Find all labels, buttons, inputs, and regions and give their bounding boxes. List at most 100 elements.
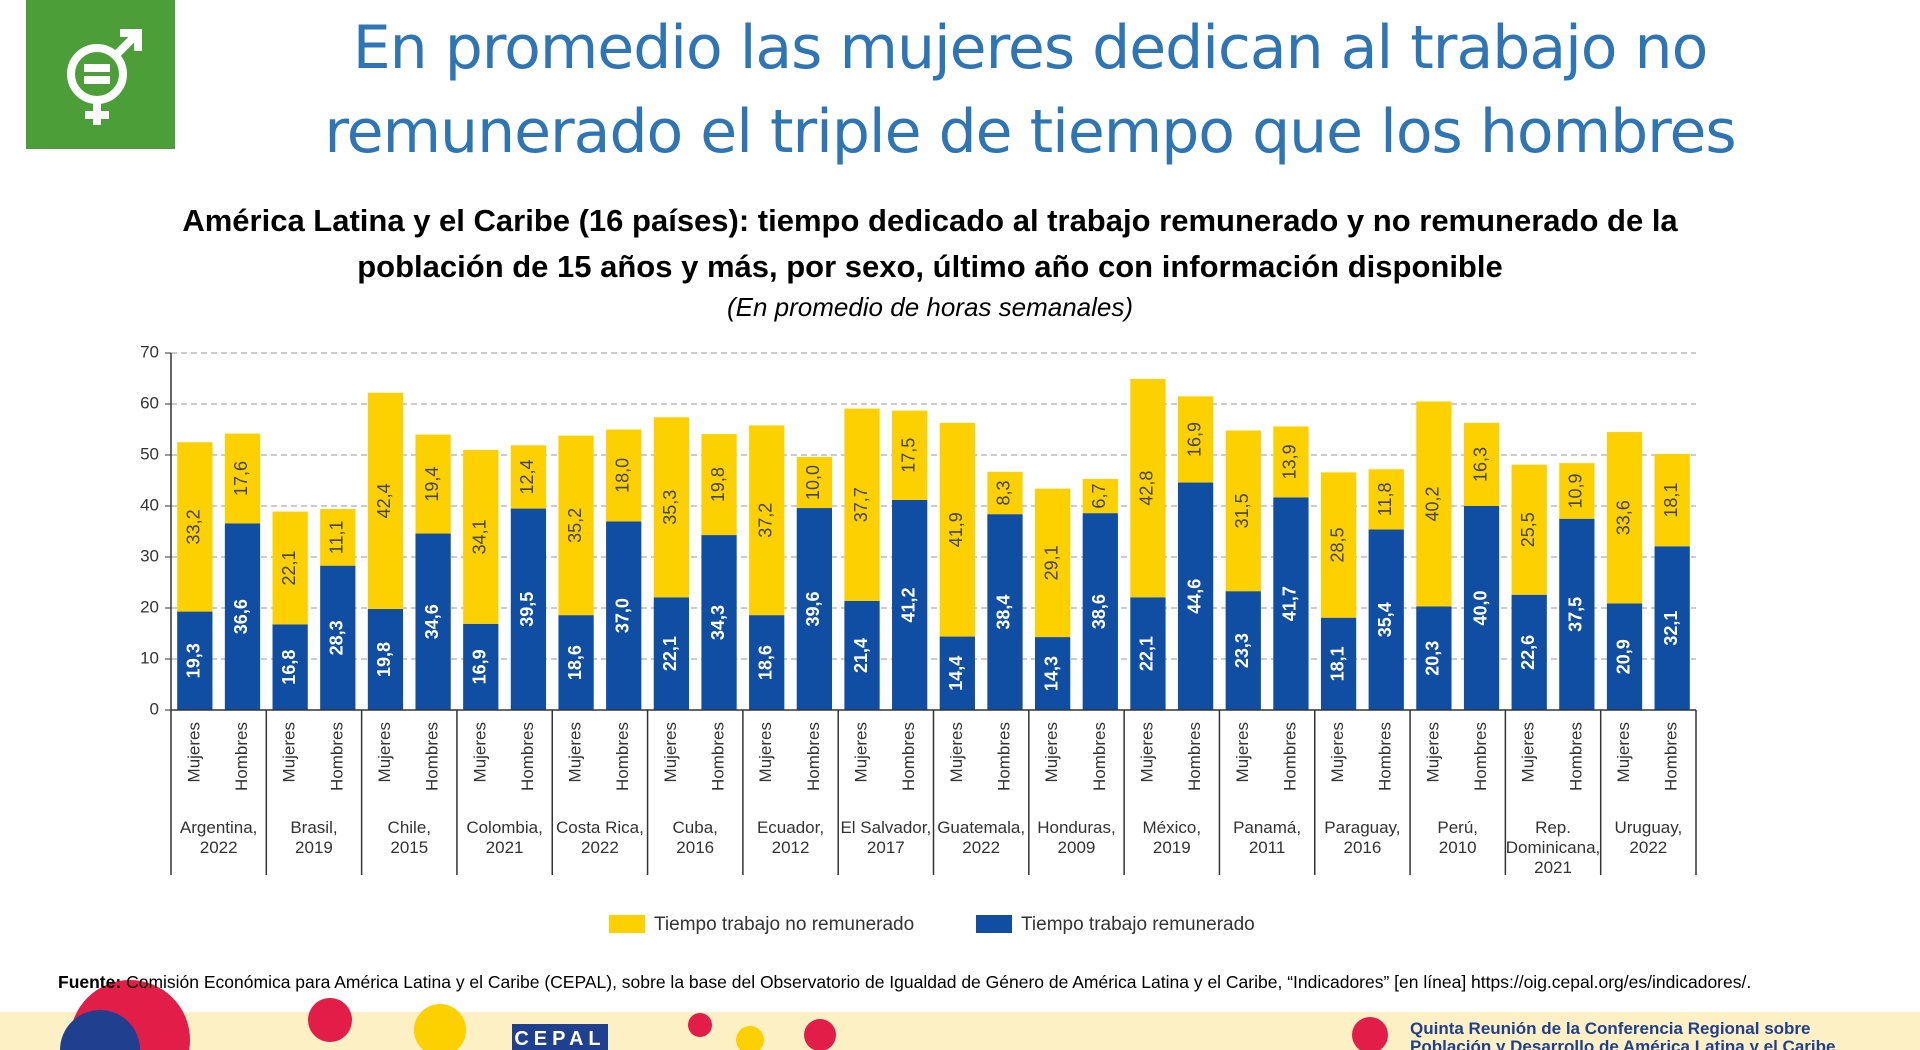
value-label: 16,8 xyxy=(279,650,299,685)
value-label: 20,3 xyxy=(1423,641,1443,676)
value-label: 33,2 xyxy=(184,509,204,544)
bar-segment xyxy=(1273,426,1309,498)
decor xyxy=(688,1013,712,1037)
group-label: Ecuador, 2012 xyxy=(756,818,825,857)
bar-segment xyxy=(320,509,356,566)
bar-segment xyxy=(1320,472,1357,618)
bar-segment xyxy=(1654,546,1690,710)
x-tick-label: Hombres xyxy=(1662,722,1681,791)
bar-segment xyxy=(415,434,451,534)
legend-swatch xyxy=(976,915,1012,933)
bar-segment xyxy=(1368,529,1404,710)
x-tick-label: Hombres xyxy=(1280,722,1299,791)
bar-segment xyxy=(367,392,404,610)
source-text: Comisión Económica para América Latina y… xyxy=(126,972,1752,992)
source-label: Fuente: xyxy=(58,972,122,992)
x-tick-label: Mujeres xyxy=(852,722,871,782)
chart-subtitle: (En promedio de horas semanales) xyxy=(726,292,1134,322)
value-label: 31,5 xyxy=(1232,493,1252,528)
value-label: 16,9 xyxy=(470,649,490,684)
bar-segment xyxy=(1082,478,1118,514)
bar-segment xyxy=(1035,488,1071,638)
y-tick-label: 50 xyxy=(140,444,159,463)
event-logo xyxy=(1352,1017,1388,1050)
bar-segment xyxy=(558,435,594,616)
bar-segment xyxy=(1511,464,1547,595)
value-label: 34,3 xyxy=(708,605,728,640)
y-tick-label: 70 xyxy=(140,342,159,361)
sdg-symbol xyxy=(67,29,142,125)
value-label: 22,1 xyxy=(660,636,680,671)
bar-segment xyxy=(1130,597,1166,710)
bar-segment xyxy=(1225,430,1261,592)
x-tick-label: Mujeres xyxy=(756,722,775,782)
chart-title: América Latina y el Caribe (16 países): … xyxy=(182,203,1678,284)
legend-label: Tiempo trabajo remunerado xyxy=(1021,914,1255,935)
value-label: 18,1 xyxy=(1661,483,1681,518)
bar-segment xyxy=(844,408,880,601)
bar-segment xyxy=(1511,594,1547,710)
bar-segment xyxy=(320,565,356,710)
bar-segment xyxy=(1606,603,1643,710)
value-label: 12,4 xyxy=(517,459,537,494)
y-tick-label: 30 xyxy=(140,546,159,565)
bar-segment xyxy=(892,499,928,710)
bar-segment xyxy=(463,449,499,624)
logo: CEPAL xyxy=(512,1024,608,1050)
value-label: 32,1 xyxy=(1661,611,1681,646)
value-label: 17,6 xyxy=(231,461,251,496)
bar-segment xyxy=(939,636,975,710)
value-label: 41,7 xyxy=(1280,586,1300,621)
value-label: 22,6 xyxy=(1518,635,1538,670)
bar-segment xyxy=(1320,617,1357,710)
x-tick-label: Hombres xyxy=(1566,722,1585,791)
value-label: 23,3 xyxy=(1232,633,1252,668)
value-label: 14,3 xyxy=(1041,656,1061,691)
group-label: México, 2019 xyxy=(1142,818,1202,857)
value-label: 28,3 xyxy=(327,620,347,655)
bar-segment xyxy=(272,511,308,625)
bar-segment xyxy=(749,425,785,616)
value-label: 19,8 xyxy=(708,467,728,502)
bar-segment xyxy=(224,433,261,524)
value-label: 37,2 xyxy=(755,503,775,538)
value-label: 6,7 xyxy=(1089,484,1109,509)
bar-segment xyxy=(892,410,928,500)
bar-segment xyxy=(653,417,690,598)
value-label: 18,0 xyxy=(612,458,632,493)
x-tick-label: Mujeres xyxy=(1519,722,1538,782)
value-label: 37,5 xyxy=(1566,597,1586,632)
value-label: 35,2 xyxy=(565,508,585,543)
x-tick-label: Hombres xyxy=(423,722,442,791)
value-label: 38,6 xyxy=(1089,594,1109,629)
value-label: 18,6 xyxy=(565,645,585,680)
value-label: 39,5 xyxy=(517,592,537,627)
value-label: 8,3 xyxy=(994,480,1014,505)
x-tick-label: Mujeres xyxy=(184,722,203,782)
bar-segment xyxy=(367,609,404,710)
x-tick-label: Mujeres xyxy=(1614,722,1633,782)
bar-segment xyxy=(987,514,1023,710)
bar-segment xyxy=(510,445,547,509)
group-label: Paraguay, 2016 xyxy=(1324,818,1401,857)
group-label: Cuba, 2016 xyxy=(672,818,718,857)
bar-segment xyxy=(701,434,737,536)
bar-segment xyxy=(415,533,451,710)
group-label: Honduras, 2009 xyxy=(1037,818,1116,857)
value-label: 28,5 xyxy=(1327,527,1347,562)
group-label: Argentina, 2022 xyxy=(179,818,258,857)
bar-segment xyxy=(606,429,642,522)
bar-segment xyxy=(558,615,594,710)
x-tick-label: Mujeres xyxy=(1328,722,1347,782)
bar-segment xyxy=(1177,482,1214,710)
value-label: 42,4 xyxy=(374,483,394,518)
x-tick-label: Hombres xyxy=(994,722,1013,791)
group-label: Guatemala, 2022 xyxy=(937,818,1026,857)
value-label: 33,6 xyxy=(1613,500,1633,535)
value-label: 40,2 xyxy=(1423,486,1443,521)
group-label: Panamá, 2011 xyxy=(1233,818,1302,857)
x-tick-label: Mujeres xyxy=(1423,722,1442,782)
bar-segment xyxy=(510,508,547,710)
